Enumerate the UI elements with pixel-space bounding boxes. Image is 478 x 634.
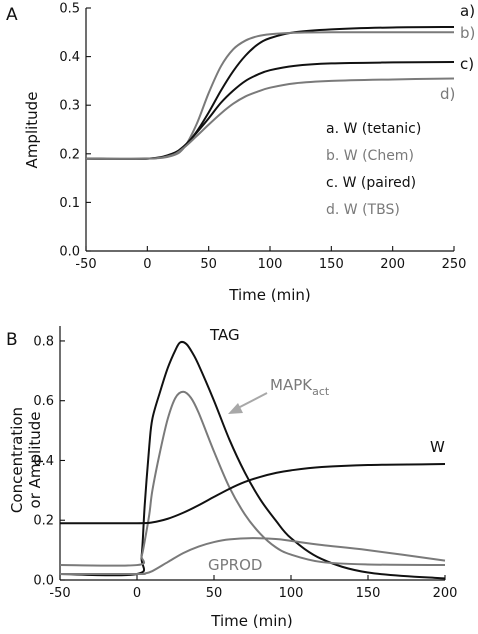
panel-b-y-tick-label: 0.8 xyxy=(33,334,54,349)
panel-a-series-line-3 xyxy=(85,77,455,160)
panel-a-x-tick-label: 250 xyxy=(442,257,467,272)
panel-a-y-axis-label: Amplitude xyxy=(23,92,41,169)
panel-b-y-axis-label-line-1: Concentration xyxy=(8,407,26,513)
panel-b-ticks: 0.0 0.2 0.4 0.6 0.8 -50 0 50 100 150 200 xyxy=(33,334,457,601)
curve-label-mapk-main: MAPK xyxy=(270,376,313,394)
panel-a-ticks: 0.0 0.1 0.2 0.3 0.4 0.5 -50 0 50 100 150 200 250 xyxy=(59,2,466,273)
panel-a-x-tick-label: 200 xyxy=(380,257,405,272)
curve-tag-c: c) xyxy=(460,55,474,73)
panel-b-series-line-1 xyxy=(59,390,446,567)
panel-b-plot-area xyxy=(59,326,446,581)
mapk-arrow-shaft xyxy=(237,392,268,409)
panel-b: B 0.0 0.2 0.4 0.6 0.8 -50 0 50 100 150 200 Time (m… xyxy=(6,326,457,630)
panel-b-curve-labels: TAG MAPKact W GPROD xyxy=(208,326,445,574)
curve-label-mapk-sub: act xyxy=(312,385,330,398)
panel-b-x-axis-label: Time (min) xyxy=(210,612,292,630)
panel-a-y-tick-label: 0.0 xyxy=(59,245,80,260)
panel-b-y-axis-label: Concentration or Amplitude xyxy=(8,407,44,513)
panel-a-label: A xyxy=(6,5,18,25)
curve-tag-a: a) xyxy=(460,2,475,20)
panel-a: A 0.0 0.1 0.2 0.3 0.4 0.5 -50 0 50 100 150 200 250 T… xyxy=(6,2,475,305)
curve-tag-d: d) xyxy=(440,85,455,103)
panel-a-x-tick-label: 100 xyxy=(258,257,283,272)
curve-label-tag: TAG xyxy=(209,326,240,344)
legend-entry-c: c. W (paired) xyxy=(326,175,416,191)
panel-b-y-tick-label: 0.2 xyxy=(33,514,54,529)
panel-b-x-tick-label: 100 xyxy=(279,586,304,601)
panel-b-y-tick-label: 0.4 xyxy=(33,454,54,469)
panel-b-series-line-2 xyxy=(59,463,446,525)
panel-b-y-axis-label-line-2: or Amplitude xyxy=(26,412,44,509)
panel-b-label: B xyxy=(6,330,18,350)
panel-a-series-line-0 xyxy=(85,25,455,160)
panel-a-legend: a. W (tetanic) b. W (Chem) c. W (paired)… xyxy=(326,121,421,218)
panel-a-curve-tags: a) b) c) d) xyxy=(440,2,475,103)
panel-b-y-tick-label: 0.6 xyxy=(33,394,54,409)
panel-a-y-tick-label: 0.2 xyxy=(59,147,80,162)
legend-entry-d: d. W (TBS) xyxy=(326,202,400,218)
panel-a-y-tick-label: 0.5 xyxy=(59,2,80,17)
panel-a-x-tick-label: 50 xyxy=(200,257,217,272)
panel-b-x-tick-label: 200 xyxy=(433,586,458,601)
mapk-pointer-arrow xyxy=(228,392,268,414)
panel-b-y-tick-label: 0.0 xyxy=(33,574,54,589)
panel-a-series-line-1 xyxy=(85,31,454,160)
panel-b-x-tick-label: 50 xyxy=(206,586,223,601)
legend-entry-b: b. W (Chem) xyxy=(326,148,414,164)
panel-b-series-line-0 xyxy=(59,341,446,580)
mapk-arrow-head xyxy=(228,403,243,414)
panel-a-x-tick-label: 0 xyxy=(143,257,151,272)
panel-a-y-tick-label: 0.1 xyxy=(59,196,80,211)
curve-label-w: W xyxy=(430,438,445,456)
panel-a-x-axis-label: Time (min) xyxy=(228,286,310,304)
panel-a-series-line-2 xyxy=(85,60,455,161)
curve-label-gprod: GPROD xyxy=(208,556,262,574)
panel-a-x-tick-label: 150 xyxy=(319,257,344,272)
curve-label-mapk: MAPKact xyxy=(270,376,330,398)
panel-b-x-tick-label: 0 xyxy=(133,586,141,601)
panel-b-x-tick-label: -50 xyxy=(49,586,70,601)
curve-tag-b: b) xyxy=(460,24,475,42)
panel-b-series-line-3 xyxy=(59,537,446,576)
panel-a-x-tick-label: -50 xyxy=(75,257,96,272)
panel-b-x-tick-label: 150 xyxy=(356,586,381,601)
panel-a-y-tick-label: 0.4 xyxy=(59,50,80,65)
legend-entry-a: a. W (tetanic) xyxy=(326,121,421,137)
panel-a-y-tick-label: 0.3 xyxy=(59,99,80,114)
